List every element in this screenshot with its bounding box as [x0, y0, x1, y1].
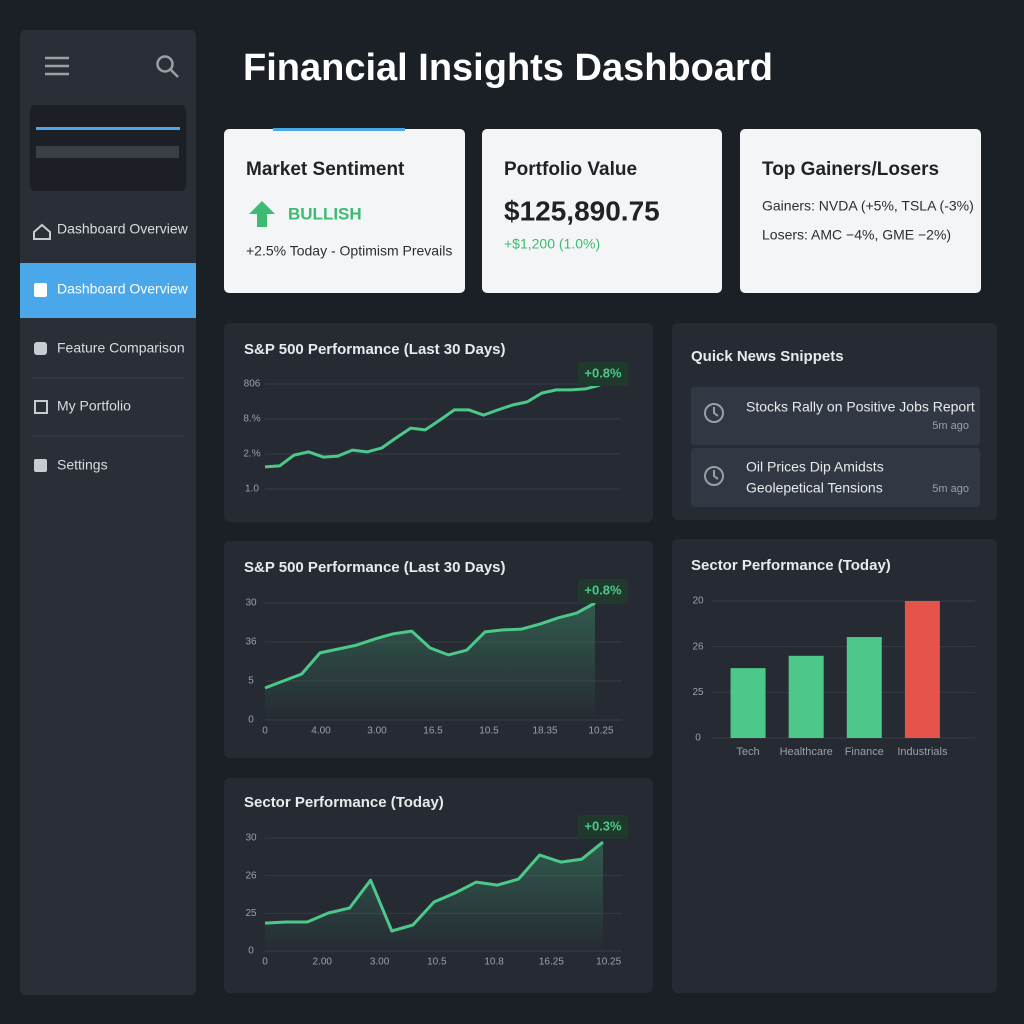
- area-shade: [265, 603, 595, 720]
- profile-bar: [36, 127, 180, 130]
- x-tick-label: 16.5: [423, 726, 443, 737]
- y-tick-label: 25: [245, 908, 257, 919]
- bar: [904, 601, 940, 738]
- line: [264, 601, 596, 690]
- news-headline: Geolepetical Tensions: [746, 480, 883, 496]
- portfolio-change: +$1,200 (1.0%): [504, 236, 600, 252]
- news-time: 5m ago: [932, 420, 969, 432]
- up-arrow: [249, 201, 275, 227]
- area-shade: [265, 842, 603, 951]
- sentiment: BULLISH: [288, 204, 362, 223]
- portfolio-value: $125,890.75: [504, 195, 660, 226]
- card-title: Market Sentiment: [246, 159, 405, 180]
- badge: [578, 362, 628, 386]
- card: [224, 129, 465, 293]
- y-tick-label: 26: [692, 641, 704, 652]
- y-tick-label: 0: [248, 946, 254, 957]
- x-tick-label: Industrials: [897, 746, 948, 758]
- news-time: 5m ago: [932, 483, 969, 495]
- nav-item[interactable]: Dashboard Overview: [57, 221, 189, 237]
- x-tick-label: Finance: [845, 746, 884, 758]
- chart-title: S&P 500 Performance (Last 30 Days): [244, 341, 506, 358]
- x-tick-label: 10.25: [588, 726, 613, 737]
- losers: Losers: AMC −4%, GME −2%): [762, 227, 951, 243]
- profile-placeholder: [36, 146, 179, 158]
- x-tick-label: 2.00: [313, 957, 333, 968]
- nav-icon: [34, 342, 47, 355]
- card-note: +2.5% Today - Optimism Prevails: [246, 243, 452, 259]
- line: [264, 383, 601, 469]
- badge: [578, 579, 628, 603]
- nav-item[interactable]: My Portfolio: [57, 398, 131, 414]
- badge: [578, 815, 628, 839]
- menu-icon[interactable]: [45, 56, 69, 76]
- badge-label: +0.3%: [584, 818, 622, 833]
- card: [482, 129, 722, 293]
- y-tick-label: 30: [245, 598, 257, 609]
- x-tick-label: 4.00: [311, 726, 331, 737]
- nav-icon: [34, 283, 47, 297]
- y-tick-label: 2.%: [243, 449, 260, 460]
- card-title: Portfolio Value: [504, 159, 637, 180]
- y-tick-label: 36: [245, 637, 257, 648]
- badge-label: +0.8%: [584, 365, 622, 380]
- y-tick-label: 20: [692, 596, 704, 607]
- y-tick-label: 1.0: [245, 484, 259, 495]
- x-tick-label: 0: [262, 726, 268, 737]
- panel: [672, 539, 997, 993]
- y-tick-label: 0: [248, 715, 254, 726]
- x-tick-label: 10.5: [427, 957, 447, 968]
- y-tick-label: 8.%: [243, 414, 260, 425]
- y-tick-label: 26: [245, 870, 257, 881]
- card-accent: [273, 128, 405, 131]
- card-title: Top Gainers/Losers: [762, 159, 939, 180]
- page-title: Financial Insights Dashboard: [243, 47, 773, 89]
- card: [740, 129, 981, 293]
- y-tick-label: 30: [245, 833, 257, 844]
- y-tick-label: 0: [695, 733, 701, 744]
- line: [264, 840, 604, 933]
- badge-label: +0.8%: [584, 582, 622, 597]
- x-tick-label: 0: [262, 957, 268, 968]
- news-item[interactable]: [691, 448, 980, 507]
- x-tick-label: 10.25: [596, 957, 621, 968]
- y-tick-label: 5: [248, 676, 254, 687]
- x-tick-label: 10.8: [484, 957, 504, 968]
- gainers: Gainers: NVDA (+5%, TSLA (-3%): [762, 198, 974, 214]
- search-icon[interactable]: [156, 55, 179, 78]
- home-icon: [33, 223, 51, 240]
- x-tick-label: 18.35: [532, 726, 557, 737]
- nav-icon: [34, 400, 48, 414]
- chart-title: Sector Performance (Today): [691, 557, 891, 574]
- x-tick-label: 3.00: [370, 957, 390, 968]
- x-tick-label: Tech: [736, 746, 759, 758]
- news-headline: Oil Prices Dip Amidsts: [746, 459, 884, 475]
- nav-active[interactable]: [20, 263, 196, 318]
- chart-title: Sector Performance (Today): [244, 794, 444, 811]
- bar: [846, 637, 882, 738]
- news-headline: Stocks Rally on Positive Jobs Report: [746, 399, 975, 415]
- x-tick-label: 10.5: [479, 726, 499, 737]
- chart-title: S&P 500 Performance (Last 30 Days): [244, 559, 506, 576]
- news-item[interactable]: [691, 387, 980, 445]
- bar: [788, 655, 824, 738]
- news-title: Quick News Snippets: [691, 348, 844, 365]
- clock-icon: [704, 466, 724, 486]
- nav-item[interactable]: Settings: [57, 457, 108, 473]
- nav-item[interactable]: Dashboard Overview: [57, 281, 189, 297]
- nav-item[interactable]: Feature Comparison: [57, 340, 185, 356]
- y-tick-label: 25: [692, 687, 704, 698]
- x-tick-label: 16.25: [539, 957, 564, 968]
- nav-icon: [34, 459, 47, 472]
- x-tick-label: Healthcare: [780, 746, 833, 758]
- bar: [730, 668, 766, 738]
- x-tick-label: 3.00: [367, 726, 387, 737]
- y-tick-label: 806: [244, 379, 261, 390]
- clock-icon: [704, 403, 724, 423]
